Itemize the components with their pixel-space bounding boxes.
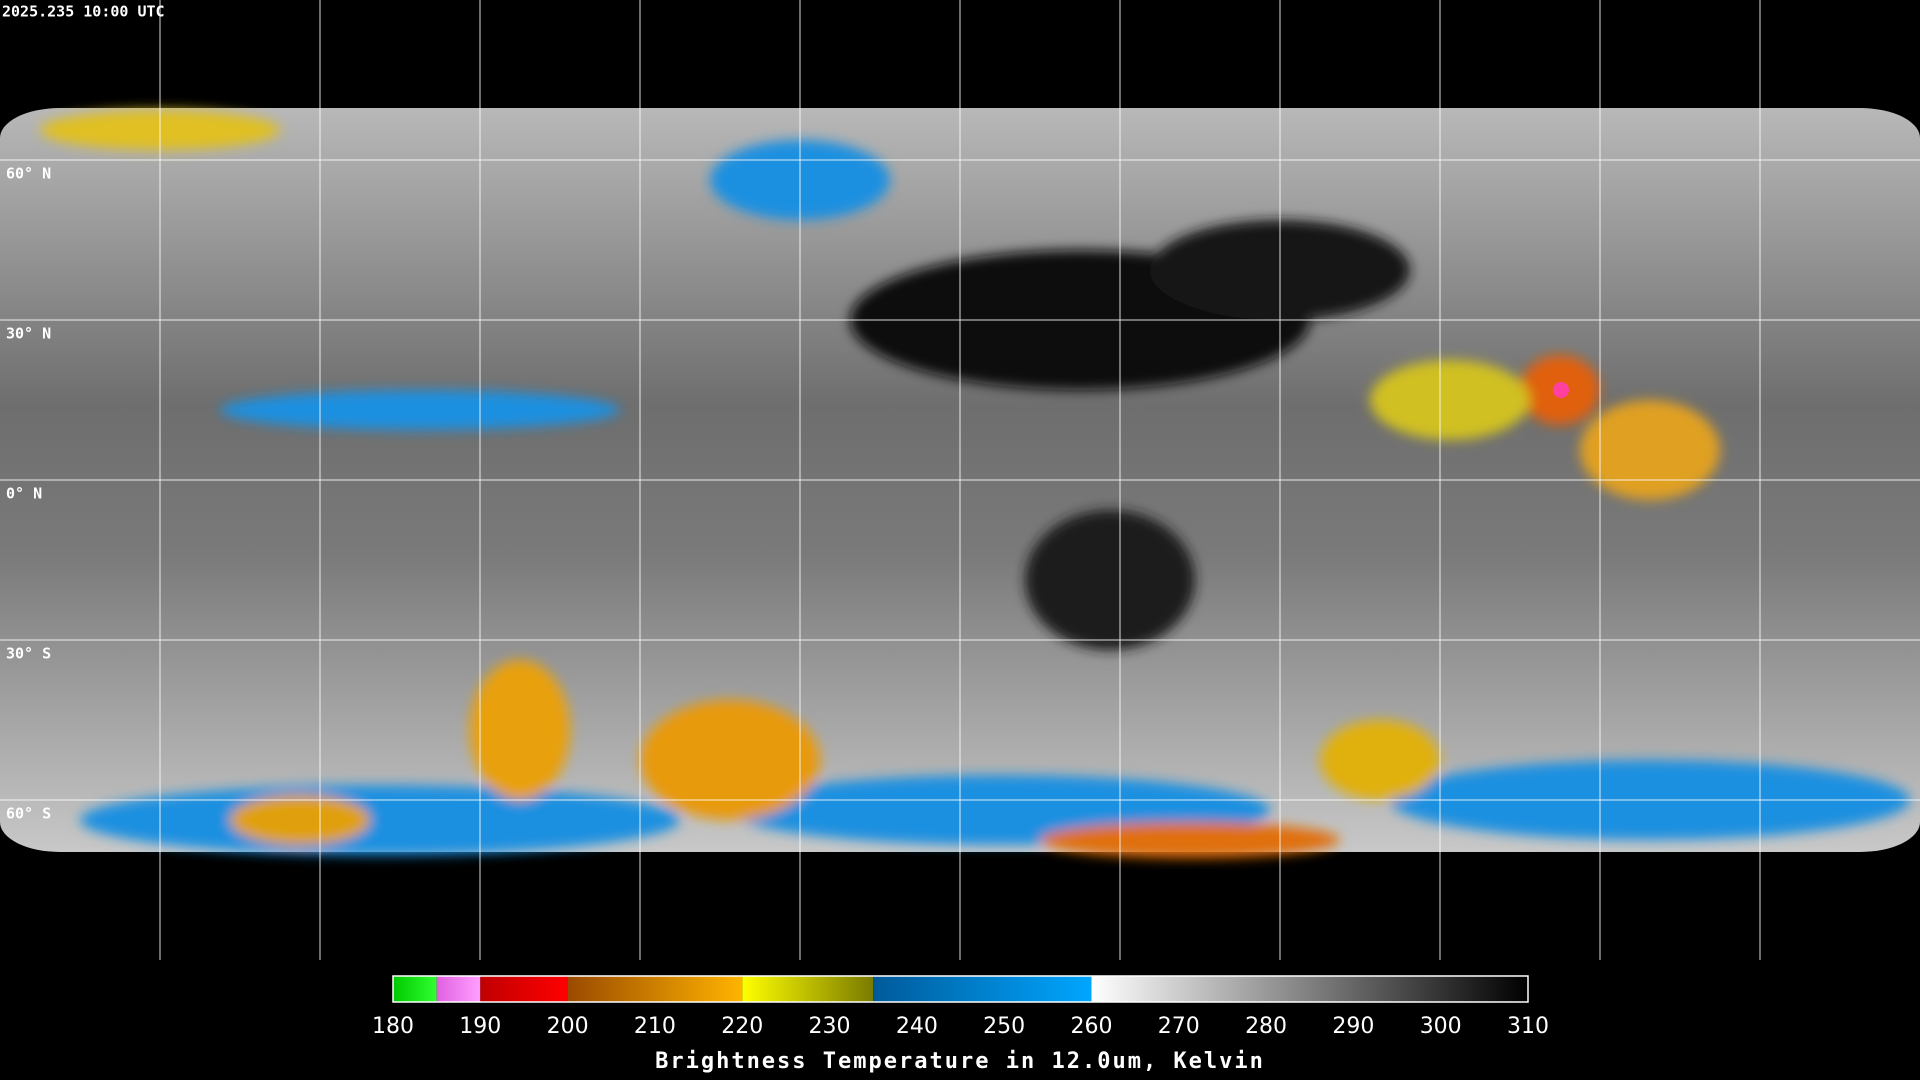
colorbar-tick-label: 300 [1420,1014,1462,1039]
colorbar-tick-label: 210 [634,1014,676,1039]
colorbar-tick-label: 270 [1158,1014,1200,1039]
storm [640,700,820,820]
cloud-features [40,110,1910,858]
colorbar-tick-label: 310 [1507,1014,1549,1039]
latitude-label: 30° S [6,645,51,663]
storm [1370,360,1530,440]
colorbar-segment [393,976,437,1002]
colorbar-segment [742,976,874,1002]
colorbar-tick-label: 200 [547,1014,589,1039]
colorbar-tick-label: 190 [459,1014,501,1039]
latitude-label: 0° N [6,485,42,503]
timestamp: 2025.235 10:00 UTC [2,3,165,21]
colorbar-tick-label: 280 [1245,1014,1287,1039]
colorbar-segment [1091,976,1528,1002]
colorbar-title: Brightness Temperature in 12.0um, Kelvin [655,1049,1265,1074]
storm [470,660,570,800]
storm [230,795,370,845]
colorbar-tick-label: 250 [983,1014,1025,1039]
latitude-label: 60° N [6,165,51,183]
colorbar: 180 190 200 210 220 230 240 250 260 270 280 290 300 3… [372,975,1549,1039]
colorbar-tick-label: 290 [1332,1014,1374,1039]
colorbar-frame [392,975,1529,1003]
colorbar-tick-label: 240 [896,1014,938,1039]
colorbar-tick-label: 220 [721,1014,763,1039]
storm [1040,822,1340,858]
typhoon-eye [1553,382,1569,398]
colorbar-tick-label: 230 [809,1014,851,1039]
colorbar-tick-label: 260 [1070,1014,1112,1039]
colorbar-segment [567,976,743,1002]
colorbar-segment [480,976,568,1002]
colorbar-tick-label: 180 [372,1014,414,1039]
cloud-band [80,785,680,855]
latitude-label: 30° N [6,325,51,343]
colorbar-segment [873,976,1092,1002]
colorbar-segment [436,976,481,1002]
storm [1320,720,1440,800]
grid: 60° N 30° N 0° N 30° S 60° S [0,0,1920,960]
latitude-label: 60° S [6,805,51,823]
storm [1580,400,1720,500]
dark-land [1025,510,1195,650]
cloud-band [220,390,620,430]
